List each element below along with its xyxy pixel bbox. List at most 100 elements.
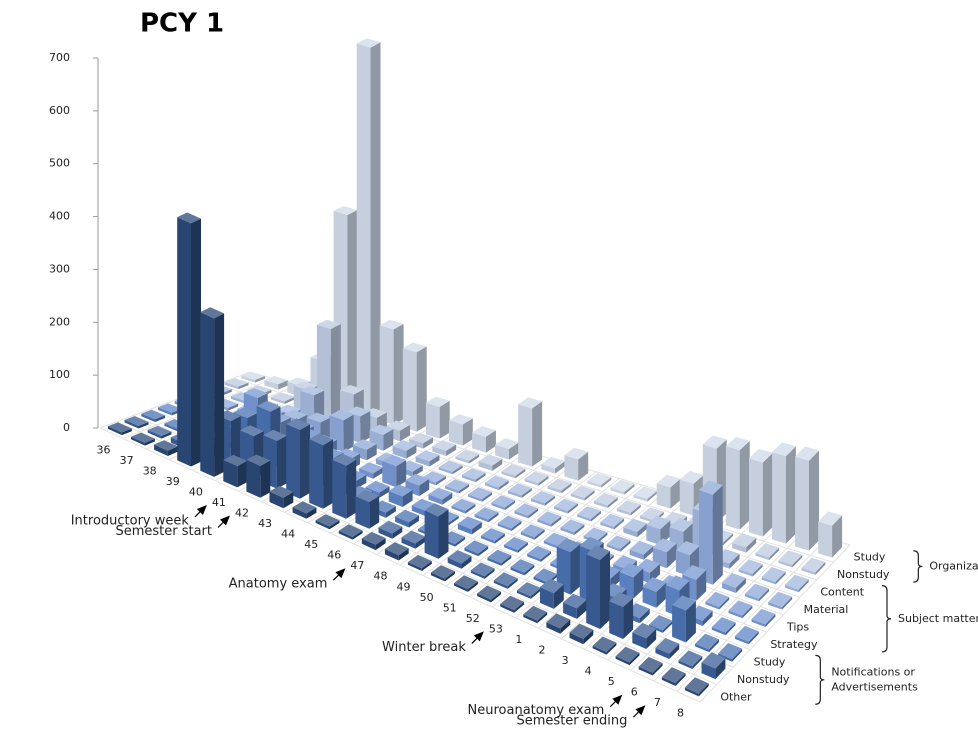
- bar-side: [167, 446, 178, 456]
- bar-front: [554, 506, 568, 514]
- bar-front: [642, 586, 657, 608]
- bar-front: [587, 480, 602, 488]
- bar: [638, 656, 663, 676]
- bar-side: [739, 440, 750, 530]
- bar: [784, 574, 809, 593]
- group-label: Subject matter: [898, 612, 978, 625]
- bar-side: [494, 533, 505, 544]
- bar-side: [732, 648, 743, 662]
- bar: [472, 426, 496, 453]
- bar-side: [471, 521, 482, 535]
- bar: [382, 454, 407, 488]
- bar-front: [478, 461, 493, 471]
- bar-top: [514, 503, 539, 516]
- bar-front: [563, 602, 577, 619]
- bar-front: [524, 478, 539, 486]
- bar: [361, 531, 386, 551]
- x-tick-label: 52: [466, 612, 480, 625]
- bar-front: [495, 444, 509, 460]
- bar-side: [276, 435, 287, 489]
- bar-top: [520, 524, 545, 538]
- bar-top: [501, 464, 526, 476]
- bar-side: [746, 537, 757, 553]
- bar-front: [223, 460, 238, 488]
- bar: [286, 418, 310, 499]
- annotation: Semester start: [115, 524, 212, 539]
- series-label: Material: [804, 603, 849, 616]
- bar-side: [553, 584, 564, 609]
- bar-front: [407, 562, 422, 571]
- bar-front: [461, 474, 476, 483]
- bar-front: [537, 519, 552, 527]
- bar-top: [695, 633, 719, 650]
- bar-side: [544, 495, 555, 506]
- bar: [761, 567, 786, 585]
- bar-front: [569, 632, 584, 645]
- bar: [402, 342, 427, 432]
- bar-top: [384, 542, 409, 556]
- bar-top: [633, 486, 658, 499]
- bar-top: [472, 426, 496, 437]
- bar-top: [333, 206, 358, 215]
- bar-top: [616, 500, 641, 513]
- bar-side: [762, 452, 773, 537]
- bar-side: [462, 418, 473, 446]
- bar-top: [728, 600, 753, 616]
- bar-side: [366, 444, 377, 461]
- bar-side: [530, 587, 541, 599]
- bar-side: [352, 530, 363, 540]
- bar-side: [475, 472, 486, 483]
- bar-side: [709, 639, 719, 653]
- bar-side: [652, 663, 663, 676]
- bar-top: [428, 487, 453, 500]
- bar-front: [531, 498, 545, 506]
- bar-top: [241, 371, 266, 380]
- bar-front: [472, 432, 486, 453]
- x-tick-label: 50: [420, 591, 434, 604]
- bar-top: [564, 447, 589, 460]
- bar: [678, 650, 703, 669]
- series-label: Other: [720, 690, 752, 703]
- bar-top: [346, 406, 371, 417]
- y-tick-label: 100: [49, 368, 70, 381]
- bar-side: [161, 431, 172, 439]
- labels: 0100200300400500600700363738394041424344…: [49, 51, 978, 729]
- bar-side: [675, 673, 686, 686]
- bar: [655, 638, 680, 659]
- bar-front: [451, 505, 466, 514]
- bar: [493, 572, 518, 589]
- bar-side: [283, 492, 294, 509]
- bar-front: [533, 576, 548, 585]
- x-tick-label: 44: [281, 528, 295, 541]
- bar-side: [138, 422, 149, 429]
- bar: [432, 440, 457, 456]
- bar: [609, 592, 634, 639]
- bar-top: [445, 479, 469, 491]
- bar: [495, 438, 519, 460]
- bar-top: [424, 503, 449, 517]
- bar-front: [356, 43, 371, 418]
- series-label: Study: [854, 551, 886, 564]
- bar-front: [493, 580, 508, 589]
- bar-side: [438, 509, 449, 559]
- bar-top: [497, 515, 522, 529]
- bar: [154, 440, 178, 456]
- bar-front: [751, 619, 766, 627]
- bar: [554, 498, 578, 514]
- bar: [577, 506, 601, 522]
- bar: [701, 652, 726, 680]
- bar: [487, 549, 512, 566]
- bar: [560, 519, 585, 535]
- bar-side: [346, 459, 357, 519]
- bar-top: [270, 392, 295, 402]
- bar-front: [755, 553, 770, 561]
- bar-side: [748, 631, 759, 645]
- bar-front: [516, 590, 531, 599]
- bar-front: [745, 593, 759, 602]
- bar-front: [402, 348, 417, 432]
- bar: [507, 483, 532, 498]
- bar-side: [570, 543, 581, 595]
- bar-front: [795, 456, 809, 551]
- bar-front: [606, 544, 621, 552]
- bar-front: [269, 491, 284, 509]
